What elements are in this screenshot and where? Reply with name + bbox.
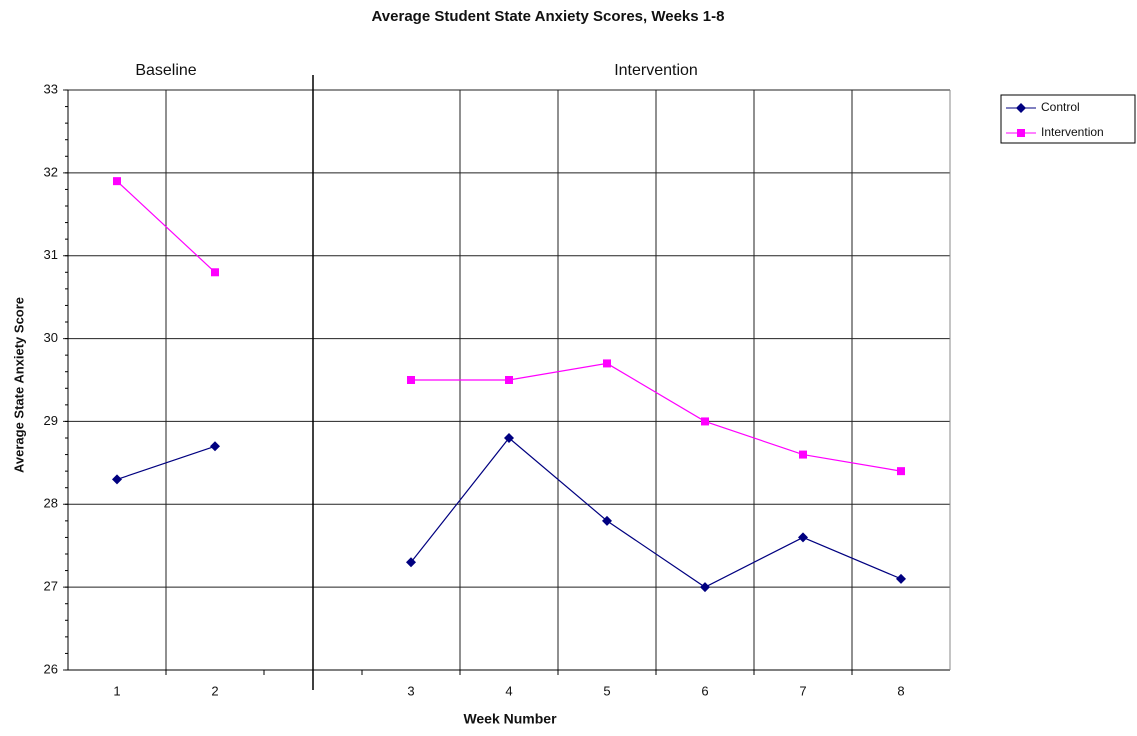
y-tick-label: 29 [44,413,58,428]
x-tick-label: 8 [897,683,904,698]
data-point [897,467,905,476]
y-tick-label: 27 [44,579,58,594]
legend-marker [1016,103,1026,113]
data-point [504,433,514,443]
series-line [116,180,902,472]
x-tick-label: 5 [603,683,610,698]
legend-label: Intervention [1041,125,1104,139]
x-tick-label: 4 [505,683,512,698]
data-point [406,557,416,568]
data-point [701,417,709,426]
data-point [505,376,513,384]
chart-title: Average Student State Anxiety Scores, We… [372,8,725,25]
phase-label: Baseline [135,62,196,79]
x-axis-label: Week Number [463,711,557,727]
y-tick-label: 33 [44,81,58,96]
y-tick-label: 31 [44,247,58,262]
data-point [603,359,611,368]
legend-label: Control [1041,100,1080,114]
data-point [700,582,710,593]
x-tick-label: 2 [211,683,218,698]
x-tick-label: 7 [799,683,806,698]
data-point [407,376,415,384]
series-line [116,437,902,588]
data-point [113,177,121,186]
y-tick-label: 30 [44,330,58,345]
data-point [211,268,219,277]
x-tick-label: 6 [701,683,708,698]
y-tick-label: 28 [44,496,58,511]
y-axis-label: Average State Anxiety Score [11,297,26,473]
y-tick-label: 32 [44,164,58,179]
data-point [112,474,122,485]
data-point [896,573,906,584]
phase-label: Intervention [614,62,698,79]
x-tick-label: 1 [113,683,120,698]
data-point [210,441,220,452]
y-tick-label: 26 [44,661,58,676]
legend-marker [1017,129,1025,137]
data-point [798,532,808,543]
x-tick-label: 3 [407,683,414,698]
data-point [602,515,612,526]
data-point [799,450,807,459]
